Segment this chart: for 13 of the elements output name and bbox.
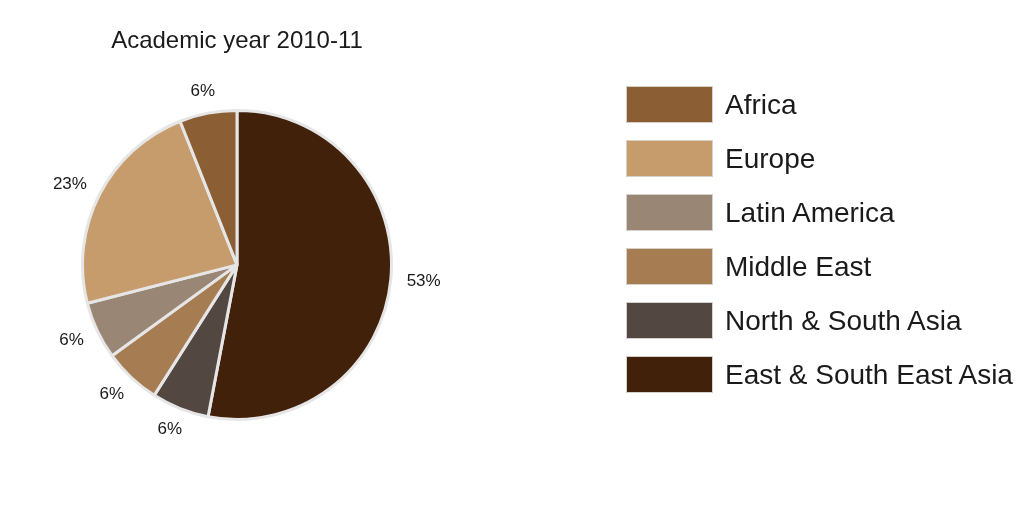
legend-label: Africa bbox=[725, 88, 797, 121]
chart-title: Academic year 2010-11 bbox=[111, 26, 363, 54]
legend-label: Latin America bbox=[725, 196, 895, 229]
data-label: 53% bbox=[406, 271, 441, 291]
legend-label: Europe bbox=[725, 142, 816, 175]
data-label: 6% bbox=[59, 329, 84, 349]
legend-label: North & South Asia bbox=[725, 304, 962, 337]
data-label: 23% bbox=[52, 174, 87, 194]
data-label: 6% bbox=[99, 383, 125, 403]
data-label: 6% bbox=[157, 419, 182, 439]
legend-label: East & South East Asia bbox=[725, 358, 1013, 391]
data-label: 6% bbox=[190, 80, 216, 100]
legend-label: Middle East bbox=[725, 250, 872, 283]
